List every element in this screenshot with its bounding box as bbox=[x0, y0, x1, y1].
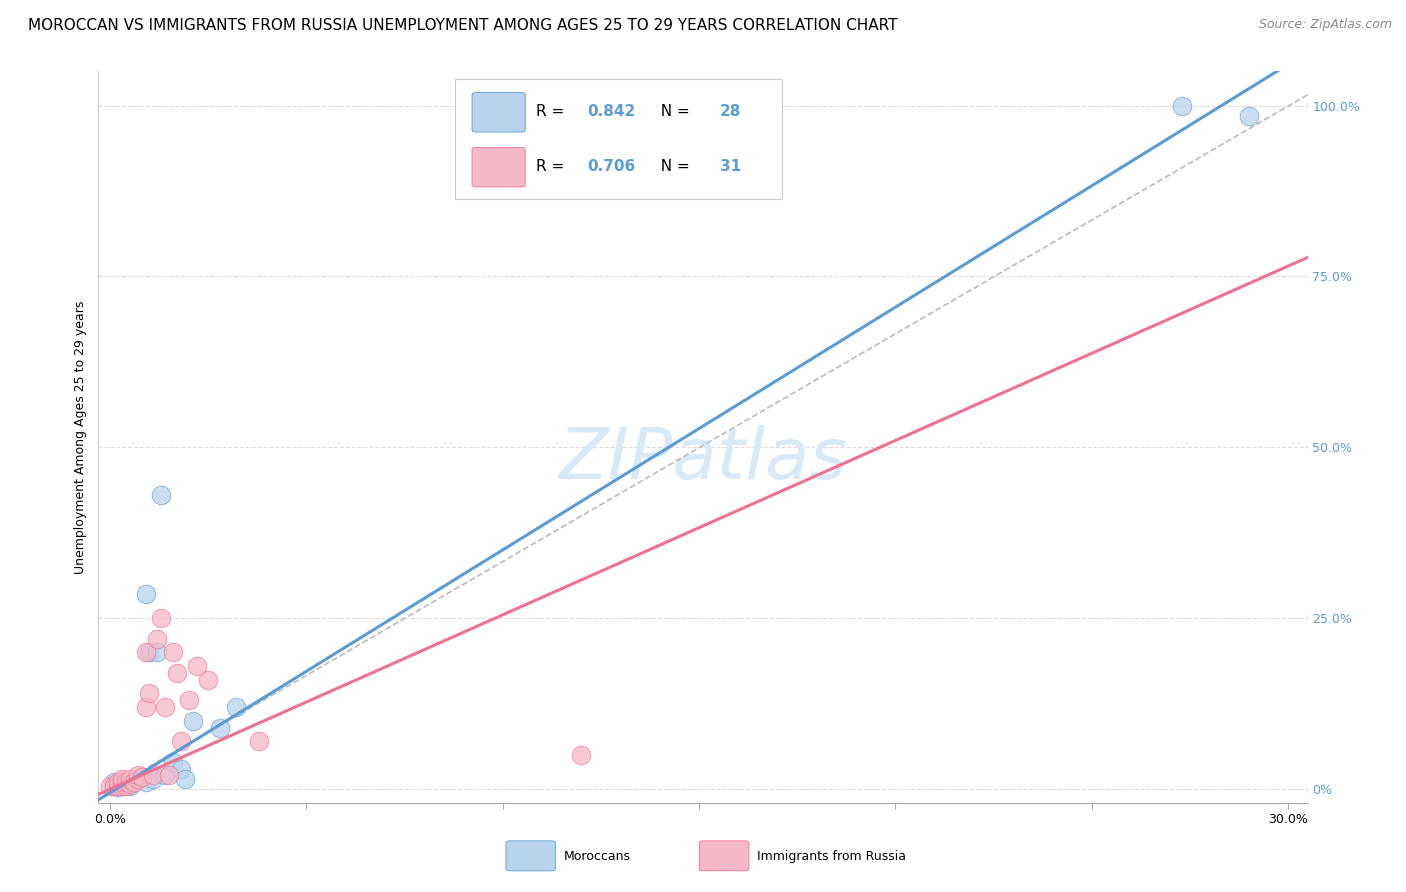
Text: 0.706: 0.706 bbox=[586, 159, 636, 174]
Point bbox=[107, 775, 129, 789]
Point bbox=[103, 779, 125, 793]
Point bbox=[135, 700, 157, 714]
Point bbox=[135, 587, 157, 601]
Point bbox=[111, 775, 134, 789]
Point bbox=[170, 762, 193, 776]
Point bbox=[103, 775, 125, 789]
Point bbox=[115, 779, 138, 793]
Text: Source: ZipAtlas.com: Source: ZipAtlas.com bbox=[1258, 18, 1392, 31]
Point bbox=[127, 772, 149, 786]
Point bbox=[153, 700, 176, 714]
Point bbox=[247, 734, 270, 748]
Point bbox=[111, 779, 134, 793]
Text: Moroccans: Moroccans bbox=[564, 850, 631, 863]
Point bbox=[170, 734, 193, 748]
Text: R =: R = bbox=[536, 104, 569, 120]
Point bbox=[107, 777, 129, 791]
Point bbox=[1171, 98, 1194, 112]
FancyBboxPatch shape bbox=[699, 841, 749, 871]
Point bbox=[131, 770, 153, 784]
Text: 31: 31 bbox=[720, 159, 741, 174]
Point bbox=[225, 700, 247, 714]
Text: ZIPatlas: ZIPatlas bbox=[558, 425, 848, 493]
Point bbox=[173, 772, 195, 786]
Point bbox=[118, 772, 141, 786]
Point bbox=[157, 768, 180, 782]
Point bbox=[122, 775, 145, 789]
Point bbox=[107, 780, 129, 794]
Point bbox=[115, 777, 138, 791]
Point bbox=[150, 611, 173, 625]
Point bbox=[135, 775, 157, 789]
Point bbox=[115, 779, 138, 793]
Point bbox=[115, 775, 138, 789]
Point bbox=[127, 768, 149, 782]
Point bbox=[162, 645, 184, 659]
Point bbox=[209, 721, 232, 735]
Text: N =: N = bbox=[651, 159, 695, 174]
Point bbox=[142, 768, 165, 782]
Point bbox=[111, 772, 134, 786]
Point bbox=[166, 665, 188, 680]
Text: R =: R = bbox=[536, 159, 569, 174]
Point bbox=[107, 779, 129, 793]
Point bbox=[1237, 109, 1260, 123]
Point bbox=[138, 686, 160, 700]
Point bbox=[103, 779, 125, 793]
Point bbox=[111, 775, 134, 789]
Point bbox=[111, 779, 134, 793]
Y-axis label: Unemployment Among Ages 25 to 29 years: Unemployment Among Ages 25 to 29 years bbox=[75, 301, 87, 574]
Text: 0.842: 0.842 bbox=[586, 104, 636, 120]
Point bbox=[177, 693, 200, 707]
Point bbox=[138, 645, 160, 659]
Text: 28: 28 bbox=[720, 104, 741, 120]
Point bbox=[197, 673, 219, 687]
Point bbox=[181, 714, 204, 728]
Point bbox=[569, 747, 592, 762]
Point bbox=[162, 755, 184, 769]
FancyBboxPatch shape bbox=[472, 93, 526, 132]
FancyBboxPatch shape bbox=[472, 147, 526, 187]
Text: N =: N = bbox=[651, 104, 695, 120]
Point bbox=[142, 772, 165, 786]
Point bbox=[150, 488, 173, 502]
Point bbox=[118, 775, 141, 789]
Text: MOROCCAN VS IMMIGRANTS FROM RUSSIA UNEMPLOYMENT AMONG AGES 25 TO 29 YEARS CORREL: MOROCCAN VS IMMIGRANTS FROM RUSSIA UNEMP… bbox=[28, 18, 897, 33]
Point bbox=[186, 659, 208, 673]
Point bbox=[127, 772, 149, 786]
Text: Immigrants from Russia: Immigrants from Russia bbox=[758, 850, 907, 863]
Point bbox=[98, 779, 121, 793]
FancyBboxPatch shape bbox=[506, 841, 555, 871]
FancyBboxPatch shape bbox=[456, 78, 782, 200]
Point bbox=[118, 777, 141, 791]
Point bbox=[122, 775, 145, 789]
Point bbox=[135, 645, 157, 659]
Point bbox=[118, 779, 141, 793]
Point bbox=[146, 645, 169, 659]
Point bbox=[153, 768, 176, 782]
Point bbox=[146, 632, 169, 646]
Point bbox=[131, 770, 153, 784]
